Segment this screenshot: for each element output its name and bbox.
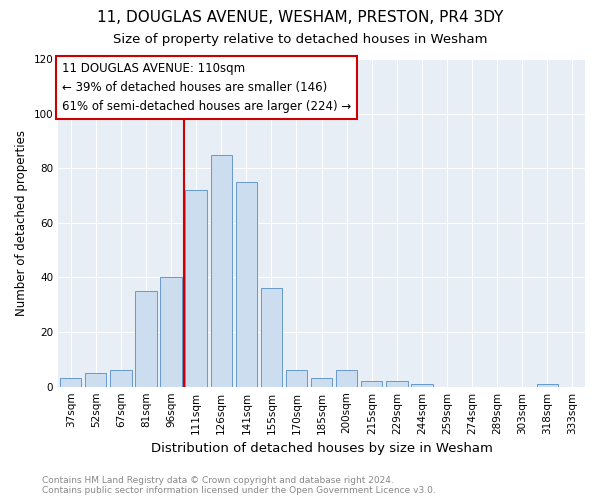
Text: 11 DOUGLAS AVENUE: 110sqm
← 39% of detached houses are smaller (146)
61% of semi: 11 DOUGLAS AVENUE: 110sqm ← 39% of detac… (62, 62, 351, 112)
Bar (236, 182, 257, 386)
Bar (361, 381, 382, 386)
Y-axis label: Number of detached properties: Number of detached properties (15, 130, 28, 316)
X-axis label: Distribution of detached houses by size in Wesham: Distribution of detached houses by size … (151, 442, 493, 455)
Bar (160, 278, 182, 386)
Text: 11, DOUGLAS AVENUE, WESHAM, PRESTON, PR4 3DY: 11, DOUGLAS AVENUE, WESHAM, PRESTON, PR4… (97, 10, 503, 25)
Bar (211, 154, 232, 386)
Text: Contains HM Land Registry data © Crown copyright and database right 2024.
Contai: Contains HM Land Registry data © Crown c… (42, 476, 436, 495)
Bar (411, 384, 433, 386)
Bar (185, 190, 207, 386)
Bar (110, 370, 131, 386)
Bar (261, 288, 282, 386)
Bar (286, 370, 307, 386)
Bar (336, 370, 358, 386)
Bar (386, 381, 407, 386)
Text: Size of property relative to detached houses in Wesham: Size of property relative to detached ho… (113, 32, 487, 46)
Bar (85, 373, 106, 386)
Bar (60, 378, 82, 386)
Bar (136, 291, 157, 386)
Bar (537, 384, 558, 386)
Bar (311, 378, 332, 386)
